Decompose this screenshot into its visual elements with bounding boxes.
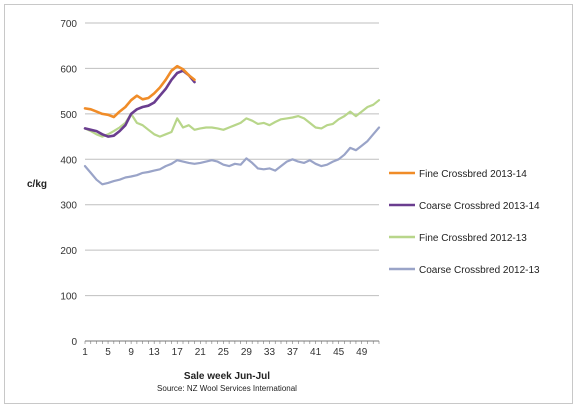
x-tick-labels: 1 5 9 13 17 21 25 29 33 37 41 45 49	[82, 347, 367, 358]
x-tick-label: 49	[356, 347, 368, 358]
x-tick-label: 33	[264, 347, 276, 358]
x-axis-title: Sale week Jun-Jul	[184, 371, 270, 382]
legend: Fine Crossbred 2013-14 Coarse Crossbred 2…	[389, 169, 540, 276]
series-line-3	[83, 99, 381, 138]
x-tick-label: 9	[128, 347, 134, 358]
legend-label-1: Fine Crossbred 2013-14	[419, 169, 527, 180]
legend-label-3: Fine Crossbred 2012-13	[419, 233, 527, 244]
x-tick-label: 29	[241, 347, 253, 358]
y-tick-label: 700	[60, 19, 77, 30]
x-tick-label: 17	[172, 347, 184, 358]
y-tick-label: 100	[60, 292, 77, 303]
y-tick-label: 300	[60, 201, 77, 212]
gridlines	[84, 22, 380, 344]
series-lines	[83, 64, 381, 186]
x-tick-label: 37	[287, 347, 299, 358]
x-tick-label: 21	[195, 347, 207, 358]
legend-label-4: Coarse Crossbred 2012-13	[419, 265, 540, 276]
y-tick-labels: 0 100 200 300 400 500 600 700	[60, 19, 77, 348]
line-chart: 0 100 200 300 400 500 600 700 1 5 9 13 17 21 25 29 33 37…	[27, 19, 540, 393]
x-tick-label: 45	[333, 347, 345, 358]
x-tick-label: 5	[105, 347, 111, 358]
x-tick-label: 13	[149, 347, 161, 358]
series-line-1	[83, 64, 196, 119]
x-tick-label: 1	[82, 347, 88, 358]
legend-label-2: Coarse Crossbred 2013-14	[419, 201, 540, 212]
x-tick-label: 41	[310, 347, 322, 358]
chart-frame: 0 100 200 300 400 500 600 700 1 5 9 13 17 21 25 29 33 37…	[4, 4, 573, 404]
y-tick-label: 600	[60, 64, 77, 75]
x-tick-label: 25	[218, 347, 230, 358]
y-tick-label: 400	[60, 155, 77, 166]
source-note: Source: NZ Wool Services International	[157, 384, 297, 393]
series-line-2	[83, 69, 196, 138]
y-axis-title: c/kg	[27, 179, 47, 190]
y-tick-label: 0	[71, 337, 77, 348]
y-tick-label: 200	[60, 246, 77, 257]
y-tick-label: 500	[60, 110, 77, 121]
series-line-4	[83, 126, 381, 186]
